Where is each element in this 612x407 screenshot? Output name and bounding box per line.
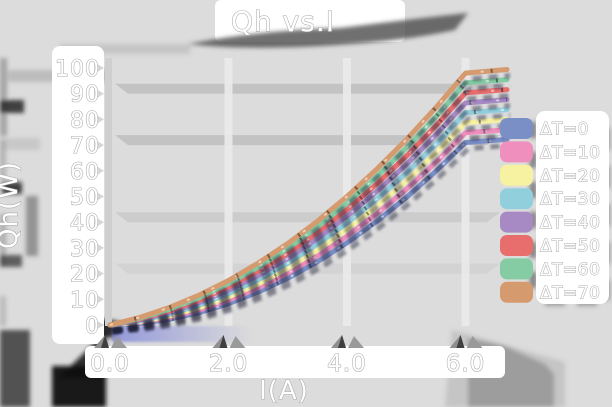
x-axis-title: I(A) xyxy=(259,376,309,406)
yaxis-tick xyxy=(94,241,104,254)
yaxis-tick-label: 10 xyxy=(70,288,100,313)
yaxis-tick-label: 40 xyxy=(70,211,100,236)
legend-label: ΔT=0 xyxy=(540,120,589,140)
yaxis-tick-label: 70 xyxy=(70,134,100,159)
xaxis-tick-mark xyxy=(348,336,364,348)
xaxis-tick-label: 4.0 xyxy=(327,351,367,377)
xaxis-tick-label: 0.0 xyxy=(90,351,130,377)
y-axis-title: Qh(W) xyxy=(0,161,24,249)
legend-swatch-ΔT=30 xyxy=(500,188,533,210)
gridline-vertical xyxy=(343,58,351,326)
yaxis-label-strip xyxy=(52,46,104,344)
xaxis-tick-mark xyxy=(229,336,246,348)
yaxis-tick-label: 90 xyxy=(70,83,100,108)
gridline-vertical xyxy=(461,58,470,326)
yaxis-tick xyxy=(94,216,104,229)
yaxis-tick-label: 20 xyxy=(70,263,100,288)
yaxis-tick-label: 50 xyxy=(70,186,100,211)
xaxis-tick-label: 2.0 xyxy=(209,351,249,377)
yaxis-tick xyxy=(94,267,104,280)
xaxis-tick-mark xyxy=(219,335,228,348)
gridline-band xyxy=(115,83,500,94)
yaxis-tick-label: 80 xyxy=(70,108,100,133)
data-curves xyxy=(107,67,511,334)
yaxis-tick-label: 0 xyxy=(85,314,100,339)
title-shadow xyxy=(188,13,468,48)
legend-label: ΔT=10 xyxy=(540,143,600,163)
yaxis-tick xyxy=(94,190,104,203)
yaxis-tick xyxy=(94,164,104,177)
legend-swatch-ΔT=20 xyxy=(500,164,533,186)
gridline-vertical xyxy=(224,58,233,326)
xaxis-tick-mark xyxy=(338,335,346,348)
yaxis-tick-label: 100 xyxy=(55,57,100,82)
axis-tick-marks xyxy=(94,335,483,348)
legend-label: ΔT=70 xyxy=(540,283,600,303)
legend-swatch-ΔT=70 xyxy=(500,281,533,303)
xaxis-tick-mark xyxy=(456,335,465,348)
yaxis-tick xyxy=(94,113,104,126)
legend: ΔT=0 ΔT=10 ΔT=20 ΔT=30 ΔT=40 ΔT=50 ΔT=60 ΔT=70 xyxy=(500,111,609,304)
legend-swatch-ΔT=10 xyxy=(500,141,533,163)
yaxis-tick xyxy=(94,87,104,100)
legend-label: ΔT=50 xyxy=(540,237,600,257)
xaxis-tick-labels: 0.0 2.0 4.0 6.0 xyxy=(90,350,486,377)
legend-label: ΔT=30 xyxy=(540,190,600,210)
xaxis-tick-mark xyxy=(101,335,109,348)
xaxis-label-strip xyxy=(85,346,505,378)
legend-label: ΔT=20 xyxy=(540,166,600,186)
legend-swatch-ΔT=60 xyxy=(500,258,533,280)
xaxis-tick-label: 6.0 xyxy=(446,351,486,377)
curve-shadow xyxy=(112,73,511,334)
legend-swatch-ΔT=0 xyxy=(500,118,533,139)
gridline-band xyxy=(115,212,500,223)
vertical-gridlines xyxy=(224,58,470,326)
legend-panel xyxy=(536,111,609,304)
yaxis-tick-label: 60 xyxy=(70,160,100,185)
legend-swatch-ΔT=50 xyxy=(500,235,533,256)
curve-ΔT=70 xyxy=(107,67,510,328)
xaxis-tick-mark xyxy=(466,336,483,348)
yaxis-tick xyxy=(94,319,104,331)
chart-title: Qh vs.I xyxy=(231,5,335,38)
xaxis-tick-mark xyxy=(111,336,127,348)
yaxis-tick xyxy=(94,139,104,152)
yaxis-tick xyxy=(94,293,104,306)
legend-swatch-ΔT=40 xyxy=(500,211,533,233)
yaxis-tick-label: 30 xyxy=(70,237,100,262)
yaxis-tick xyxy=(94,62,104,74)
legend-label: ΔT=40 xyxy=(540,213,600,233)
legend-label: ΔT=60 xyxy=(540,260,600,280)
plot-left-edge xyxy=(105,58,112,326)
